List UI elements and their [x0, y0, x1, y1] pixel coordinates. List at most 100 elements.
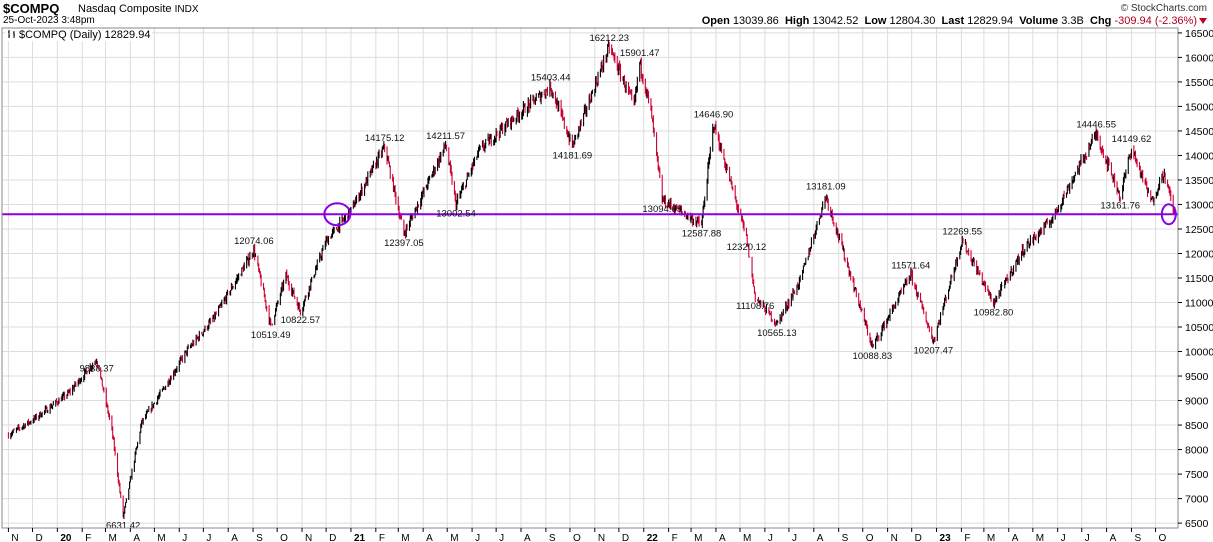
y-tick-label: 9000 [1185, 396, 1209, 408]
price-bars [7, 40, 1176, 520]
x-tick-label: 20 [60, 533, 72, 542]
chg-label: Chg [1090, 15, 1112, 27]
open-value: 13039.86 [732, 15, 779, 27]
x-tick-label: A [524, 533, 531, 542]
x-tick-label: A [426, 533, 433, 542]
y-tick-label: 7000 [1185, 494, 1209, 506]
x-tick-label: 21 [354, 533, 366, 542]
x-tick-label: F [85, 533, 91, 542]
price-annotation: 14446.55 [1076, 120, 1116, 131]
price-annotation: 9838.37 [79, 363, 113, 374]
x-tick-label: M [401, 533, 409, 542]
price-annotation: 10565.13 [757, 328, 797, 339]
price-annotation: 13161.76 [1100, 201, 1140, 212]
y-tick-label: 13500 [1185, 175, 1213, 187]
y-tick-label: 14000 [1185, 150, 1213, 162]
x-tick-label: O [1159, 533, 1167, 542]
price-annotation: 10207.47 [914, 345, 954, 356]
x-tick-label: O [573, 533, 581, 542]
timestamp: 25-Oct-2023 3:48pm [3, 15, 95, 26]
y-tick-label: 15000 [1185, 101, 1213, 113]
y-tick-label: 6500 [1185, 518, 1209, 530]
price-annotation: 12587.88 [682, 229, 722, 240]
low-value: 12804.30 [889, 15, 936, 27]
x-tick-label: A [1110, 533, 1117, 542]
x-tick-label: F [672, 533, 678, 542]
x-tick-label: D [622, 533, 629, 542]
price-annotation: 6631.42 [106, 521, 140, 532]
x-tick-label: M [450, 533, 458, 542]
y-tick-label: 12000 [1185, 248, 1213, 260]
x-tick-label: J [1085, 533, 1090, 542]
price-annotation: 10088.83 [853, 351, 893, 362]
x-tick-label: A [719, 533, 726, 542]
x-tick-label: A [1012, 533, 1019, 542]
x-tick-label: M [743, 533, 751, 542]
volume-label: Volume [1019, 15, 1059, 27]
x-tick-label: N [891, 533, 898, 542]
x-tick-label: J [182, 533, 187, 542]
x-tick-label: J [206, 533, 211, 542]
high-label: High [784, 15, 810, 27]
price-annotation: 12269.55 [942, 226, 982, 237]
y-axis-ticks: 6500 7000 7500 8000 8500 9000 9500 10000 10500 11… [1178, 28, 1213, 530]
price-annotation: 14646.90 [694, 110, 734, 121]
y-tick-label: 12500 [1185, 224, 1213, 236]
price-annotation: 13002.54 [436, 208, 476, 219]
price-annotation: 15403.44 [531, 73, 571, 84]
price-annotation: 12397.05 [384, 238, 424, 249]
brand-watermark: © StockCharts.com [1120, 3, 1207, 14]
chg-value: -309.94 (-2.36%) [1114, 15, 1197, 27]
x-tick-label: J [475, 533, 480, 542]
price-annotation: 12074.06 [234, 236, 274, 247]
x-tick-label: J [792, 533, 797, 542]
x-tick-label: J [768, 533, 773, 542]
legend-text: $COMPQ (Daily) 12829.94 [19, 29, 151, 41]
x-tick-label: 22 [647, 533, 659, 542]
x-tick-label: F [379, 533, 385, 542]
price-annotation: 15901.47 [620, 48, 660, 59]
x-tick-label: D [329, 533, 336, 542]
y-tick-label: 16000 [1185, 52, 1213, 64]
x-tick-label: S [842, 533, 849, 542]
y-tick-label: 11000 [1185, 298, 1213, 310]
x-tick-label: M [157, 533, 165, 542]
chart-legend: $COMPQ (Daily) 12829.94 [5, 29, 153, 41]
price-annotation: 14175.12 [365, 133, 405, 144]
price-annotation: 10822.57 [281, 315, 321, 326]
price-annotations: 9838.37 6631.42 12074.06 10519.49 10822.57 14… [79, 33, 1151, 532]
x-tick-label: O [866, 533, 874, 542]
x-tick-label: D [915, 533, 922, 542]
y-tick-label: 8500 [1185, 420, 1209, 432]
x-tick-label: M [987, 533, 995, 542]
y-tick-label: 15500 [1185, 77, 1213, 89]
x-axis-ticks: N D 20 F M A M J J A S O N D 21 F M A M J J A S O N D 22 F M A M J J A S O N… [7, 528, 1167, 542]
price-annotation: 16212.23 [589, 33, 629, 44]
highlight-circle [323, 202, 352, 227]
high-value: 13042.52 [812, 15, 859, 27]
x-tick-label: S [1134, 533, 1141, 542]
index-name: Nasdaq Composite INDX [78, 3, 199, 15]
price-annotation: 12320.12 [727, 242, 767, 253]
x-tick-label: A [231, 533, 238, 542]
price-annotation: 14181.69 [553, 151, 593, 162]
x-tick-label: M [1036, 533, 1044, 542]
x-tick-label: M [694, 533, 702, 542]
x-tick-label: N [11, 533, 18, 542]
price-annotation: 14149.62 [1112, 134, 1152, 145]
x-tick-label: A [133, 533, 140, 542]
x-tick-label: 23 [940, 533, 952, 542]
x-tick-label: J [1061, 533, 1066, 542]
index-name-text: Nasdaq Composite [78, 3, 172, 15]
x-tick-label: S [549, 533, 556, 542]
last-label: Last [941, 15, 965, 27]
x-tick-label: J [499, 533, 504, 542]
x-tick-label: S [256, 533, 263, 542]
y-tick-label: 14500 [1185, 126, 1213, 138]
x-tick-label: D [35, 533, 42, 542]
price-annotation: 14211.57 [426, 131, 465, 142]
y-tick-label: 16500 [1185, 28, 1213, 40]
quote-summary: Open 13039.86 High 13042.52 Low 12804.30… [702, 15, 1207, 27]
last-value: 12829.94 [967, 15, 1014, 27]
